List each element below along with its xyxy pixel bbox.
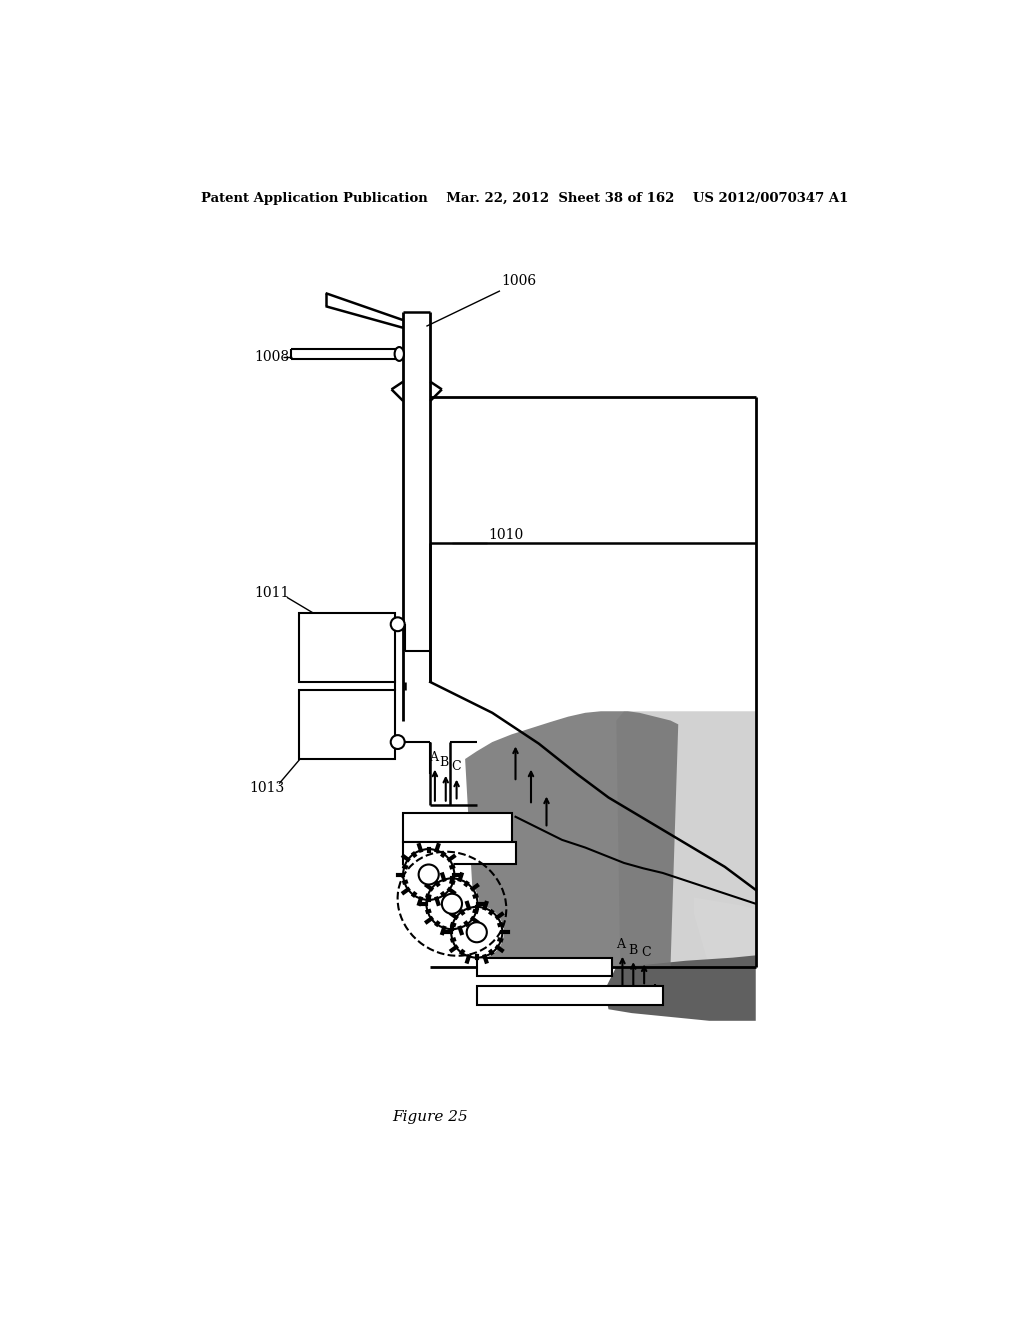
Polygon shape [604, 956, 756, 1020]
Circle shape [467, 923, 486, 942]
Polygon shape [465, 711, 678, 966]
Bar [299, 689, 395, 759]
Polygon shape [693, 898, 756, 966]
Text: 1011: 1011 [254, 586, 290, 601]
Text: B: B [628, 944, 637, 957]
Bar [477, 958, 612, 977]
Bar [403, 813, 512, 842]
Text: 1006: 1006 [502, 273, 537, 288]
Bar [299, 612, 395, 682]
Text: Figure 25: Figure 25 [392, 1110, 468, 1125]
Text: 1008: 1008 [254, 350, 290, 364]
Circle shape [391, 618, 404, 631]
Text: A: A [429, 751, 438, 763]
Text: 1013: 1013 [249, 781, 284, 795]
Polygon shape [616, 711, 756, 966]
Circle shape [391, 735, 404, 748]
Bar [403, 842, 515, 863]
Bar [477, 986, 663, 1005]
Text: 1010: 1010 [488, 528, 523, 543]
Text: 1014: 1014 [334, 746, 369, 760]
Text: Patent Application Publication    Mar. 22, 2012  Sheet 38 of 162    US 2012/0070: Patent Application Publication Mar. 22, … [201, 191, 849, 205]
Circle shape [442, 894, 462, 913]
Ellipse shape [394, 347, 403, 360]
Circle shape [401, 847, 456, 902]
Text: C: C [451, 760, 461, 774]
Text: B: B [439, 756, 449, 770]
Text: A: A [616, 939, 626, 952]
Circle shape [425, 876, 479, 931]
Circle shape [419, 865, 438, 884]
Text: C: C [641, 946, 650, 960]
Circle shape [450, 906, 504, 960]
